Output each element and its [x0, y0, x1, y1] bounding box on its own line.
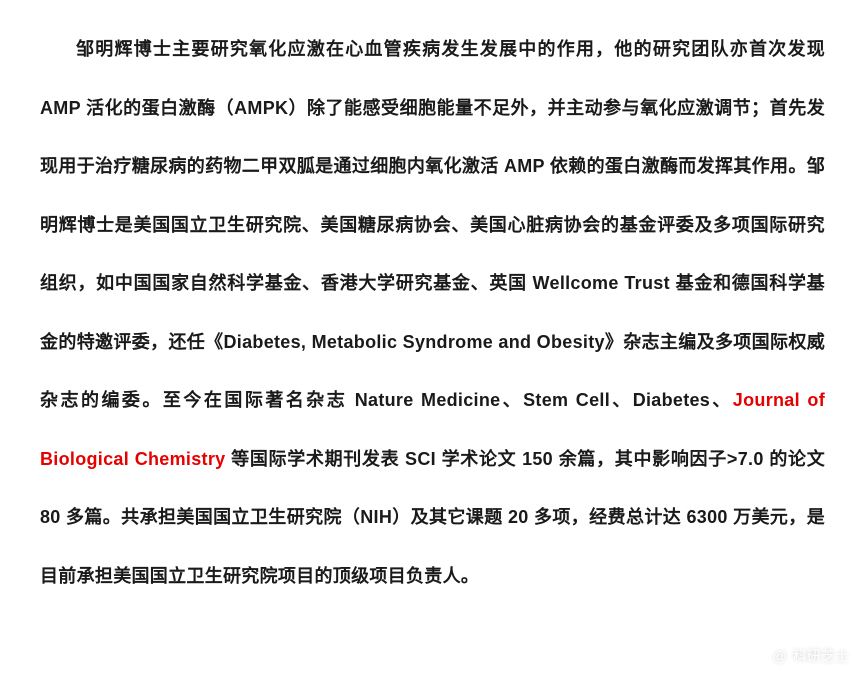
article-body: 邹明辉博士主要研究氧化应激在心血管疾病发生发展中的作用，他的研究团队亦首次发现 … [0, 0, 865, 625]
zhihu-logo-icon [749, 647, 767, 665]
article-paragraph: 邹明辉博士主要研究氧化应激在心血管疾病发生发展中的作用，他的研究团队亦首次发现 … [40, 20, 825, 605]
zhihu-watermark: @ 科研芝士 [749, 646, 849, 666]
article-text-before: 邹明辉博士主要研究氧化应激在心血管疾病发生发展中的作用，他的研究团队亦首次发现 … [40, 39, 825, 410]
watermark-prefix: @ [773, 648, 787, 664]
watermark-author: 科研芝士 [793, 646, 849, 666]
article-text-after: 等国际学术期刊发表 SCI 学术论文 150 余篇，其中影响因子>7.0 的论文… [40, 449, 825, 586]
